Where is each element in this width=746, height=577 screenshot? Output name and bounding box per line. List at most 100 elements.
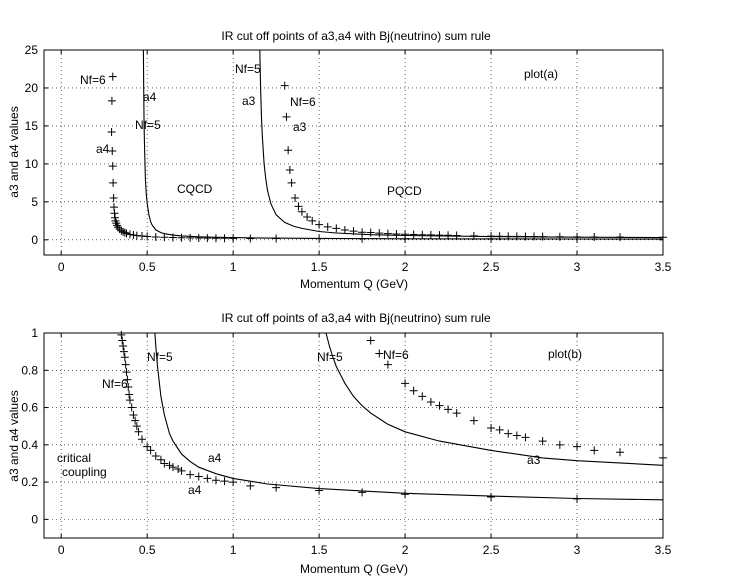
annotation-b-a4-lower: a4: [188, 483, 202, 497]
data-point-a4-nf-6: [168, 233, 177, 242]
data-point-a3-nf-6: [383, 360, 392, 369]
x-tick-label: 0: [58, 260, 65, 274]
annotation-a-nf5-right: Nf=5: [235, 62, 261, 76]
data-point-a4-nf-6: [123, 375, 132, 384]
data-point-a4-nf-6: [125, 230, 134, 239]
annotation-a-a3-right: a3: [293, 120, 307, 134]
data-point-a4-nf-6: [573, 494, 582, 503]
panel-b-xlabel: Momentum Q (GeV): [300, 562, 408, 576]
data-point-a4-nf-6: [272, 483, 281, 492]
data-point-a4-nf-6: [194, 233, 203, 242]
panel-b-title: IR cut off points of a3,a4 with Bj(neutr…: [221, 311, 491, 325]
data-point-a4-nf-6: [487, 493, 496, 501]
y-tick-label: 0: [31, 233, 38, 247]
data-point-a3-nf-6: [495, 232, 504, 241]
data-point-a3-nf-6: [287, 178, 296, 187]
annotation-b-plot-label: plot(b): [548, 347, 582, 361]
data-point-a3-nf-6: [538, 232, 547, 241]
data-point-a4-nf-6: [186, 470, 195, 479]
data-point-a3-nf-6: [280, 81, 289, 90]
data-point-a3-nf-6: [435, 231, 444, 240]
annotation-b-nf6-right: Nf=6: [383, 348, 409, 362]
data-point-a4-nf-6: [168, 463, 177, 472]
y-tick-label: 0.2: [21, 475, 38, 489]
x-tick-label: 0.5: [139, 260, 156, 274]
data-point-a4-nf-6: [160, 459, 169, 468]
data-point-a4-nf-6: [401, 490, 410, 499]
data-point-a4-nf-6: [151, 233, 160, 242]
data-point-a4-nf-6: [194, 472, 203, 481]
data-point-a3-nf-6: [294, 202, 303, 211]
panel-a-ylabel: a3 and a4 values: [7, 106, 21, 197]
data-point-a4-nf-6: [108, 162, 117, 171]
data-point-a4-nf-6: [118, 336, 127, 345]
data-point-a4-nf-6: [132, 422, 141, 431]
x-tick-label: 0.5: [139, 543, 156, 557]
data-point-a3-nf-6: [366, 336, 375, 345]
data-point-a4-nf-6: [129, 411, 138, 419]
data-point-a4-nf-6: [119, 342, 128, 351]
data-point-a3-nf-6: [573, 232, 582, 241]
annotation-b-critical: critical: [57, 451, 91, 465]
data-point-a3-nf-6: [383, 229, 392, 238]
x-tick-label: 3.5: [655, 260, 672, 274]
panel-b-curves: [154, 332, 664, 501]
data-point-a3-nf-6: [521, 433, 530, 442]
data-point-a3-nf-6: [555, 232, 564, 241]
x-tick-label: 3.5: [655, 543, 672, 557]
data-point-a4-nf-6: [211, 476, 220, 485]
data-point-a3-nf-6: [297, 207, 306, 216]
panel-a: IR cut off points of a3,a4 with Bj(neutr…: [7, 29, 672, 291]
data-point-a3-nf-6: [469, 416, 478, 425]
annotation-a-pqcd: PQCD: [387, 184, 422, 198]
y-tick-label: 0: [31, 512, 38, 526]
data-point-a4-nf-6: [203, 474, 212, 483]
annotation-b-coupling: coupling: [62, 465, 107, 479]
data-point-a4-nf-6: [113, 223, 122, 232]
data-point-a3-nf-6: [303, 213, 312, 222]
data-point-a4-nf-6: [143, 442, 152, 451]
x-tick-label: 1: [230, 260, 237, 274]
annotation-a-nf5-left: Nf=5: [135, 118, 161, 132]
data-point-a3-nf-6: [616, 233, 625, 242]
annotation-b-nf5-right: Nf=5: [317, 350, 343, 364]
data-point-a3-nf-6: [366, 228, 375, 237]
series-line-a3-nf-5: [325, 332, 664, 466]
data-point-a3-nf-6: [504, 232, 513, 241]
panel-b-grid: [44, 332, 664, 538]
data-point-a4-nf-6: [131, 416, 140, 425]
panel-b-ylabel: a3 and a4 values: [7, 390, 21, 481]
data-point-a4-nf-6: [125, 396, 134, 405]
data-point-a4-nf-6: [134, 427, 143, 436]
data-point-a3-nf-6: [521, 232, 530, 241]
data-point-a3-nf-6: [315, 220, 324, 229]
data-point-a3-nf-6: [291, 194, 300, 203]
annotation-a-a4-top: a4: [143, 90, 157, 104]
data-point-a3-nf-6: [409, 230, 418, 239]
data-point-a3-nf-6: [590, 446, 599, 455]
data-point-a3-nf-6: [590, 233, 599, 242]
data-point-a4-nf-6: [107, 128, 116, 136]
y-tick-label: 0.4: [21, 438, 38, 452]
data-point-a3-nf-6: [555, 440, 564, 449]
data-point-a4-nf-6: [156, 455, 165, 464]
panel-a-xticks: 0 0.5 1 1.5 2 2.5 3 3.5: [58, 50, 672, 274]
x-tick-label: 2.5: [483, 260, 500, 274]
data-point-a4-nf-6: [109, 203, 118, 212]
x-tick-label: 2.5: [483, 543, 500, 557]
data-point-a3-nf-6: [392, 230, 401, 239]
data-point-a3-nf-6: [452, 231, 461, 240]
data-point-a3-nf-6: [426, 397, 435, 406]
data-point-a4-nf-6: [125, 390, 134, 399]
data-point-a4-nf-6: [127, 403, 136, 412]
data-point-a3-nf-6: [340, 225, 349, 234]
x-tick-label: 1.5: [311, 260, 328, 274]
data-point-a4-nf-6: [110, 209, 119, 218]
y-tick-label: 10: [25, 157, 39, 171]
data-point-a4-nf-6: [117, 330, 126, 339]
x-tick-label: 1.5: [311, 543, 328, 557]
series-line-a4-nf-5: [154, 332, 664, 501]
data-point-a3-nf-6: [426, 230, 435, 239]
y-tick-label: 20: [25, 81, 39, 95]
data-point-a3-nf-6: [504, 429, 513, 438]
